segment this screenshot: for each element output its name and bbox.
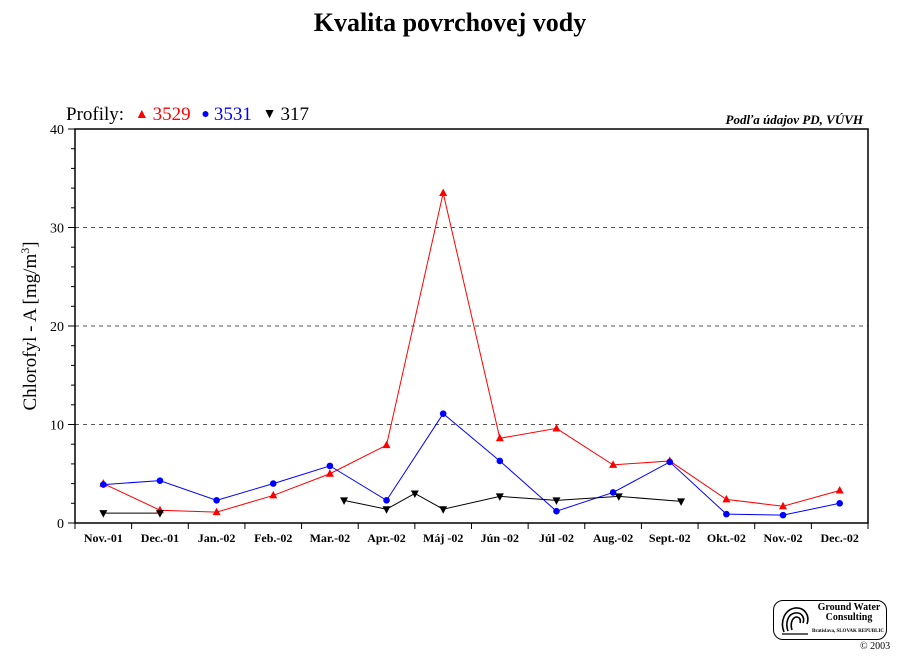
legend-item-317: 317 [280,104,310,125]
data-point [325,469,334,477]
data-point [439,506,448,514]
x-tick-label: Dec.-01 [141,531,179,545]
y-tick-label: 10 [50,419,64,434]
data-point [835,485,844,494]
data-point [553,507,560,515]
data-point [722,494,731,503]
data-point [552,423,561,432]
legend-item-3529: 3529 [152,104,191,125]
data-point [496,457,504,465]
x-tick-label: Nov.-01 [84,531,123,545]
data-point [779,501,788,510]
data-point [326,462,334,470]
data-point [382,506,391,514]
axes: 0 10 20 30 40 Nov.-01 Dec.-01 Jan.-02 Feb.-02 Mar… [50,123,869,545]
data-point [382,440,391,449]
legend: Profily: ▲ 3529 ● 3531 ▼ 317 [66,104,309,126]
legend-item-3531: 3531 [213,104,252,125]
legend-triangle-up-icon: ▲ [134,107,149,122]
legend-circle-icon: ● [201,107,210,122]
data-point [495,433,504,442]
grid-lines [75,227,868,425]
data-point [155,510,164,518]
data-point [269,490,278,499]
data-point [100,481,107,488]
data-point [213,497,220,504]
copyright: © 2003 [860,641,891,652]
data-point [723,510,730,518]
x-tick-label: Feb.-02 [254,531,292,545]
x-tick-label: Jún -02 [481,531,519,545]
data-point [439,188,448,197]
series-line [103,412,840,516]
data-point [439,410,447,417]
data-point [614,493,623,501]
source-note: Podľa údajov PD, VÚVH [725,112,864,127]
series-markers [99,188,844,519]
x-tick-label: Nov.-02 [764,531,803,545]
x-tick-label: Aug.-02 [593,531,633,545]
data-point [383,497,390,504]
logo-name-line1: Ground Water [817,602,881,613]
data-point [609,489,617,496]
series-line [103,192,840,513]
data-point [609,460,618,468]
data-point [212,507,221,516]
data-point [666,458,674,466]
y-tick-label: 40 [50,123,64,138]
x-tick-label: Sept.-02 [649,531,691,545]
y-axis-label: Chlorofyl - A [mg/m3] [18,241,41,410]
series-line [343,492,682,510]
legend-title: Profily: [66,104,125,125]
data-point [156,477,164,484]
data-point [836,500,843,507]
chart-title: Kvalita povrchovej vody [313,8,587,37]
legend-triangle-down-icon: ▼ [262,107,277,122]
data-point [99,510,108,518]
data-point [410,490,419,498]
data-point [495,493,504,501]
y-tick-label: 20 [50,320,64,335]
data-point [779,511,787,519]
y-tick-label: 0 [57,517,64,532]
logo-name-line2: Consulting [825,612,873,623]
data-point [269,480,277,487]
x-tick-label: Dec.-02 [821,531,859,545]
data-point [340,497,349,505]
data-point [677,498,686,506]
x-tick-label: Okt.-02 [707,531,746,545]
x-tick-label: Máj -02 [423,531,463,545]
logo-address: Bratislava, SLOVAK REPUBLIC [812,629,885,634]
logo-name: Ground Water Consulting [814,603,884,623]
y-tick-label: 30 [50,222,64,237]
data-point [552,497,561,505]
logo-swirl-icon [781,607,809,635]
x-tick-label: Jan.-02 [198,531,236,545]
series-lines [103,192,840,516]
x-tick-label: Júl -02 [539,531,574,545]
x-tick-label: Mar.-02 [310,531,351,545]
x-tick-label: Apr.-02 [367,531,406,545]
company-logo: Ground Water Consulting Bratislava, SLOV… [773,600,887,640]
